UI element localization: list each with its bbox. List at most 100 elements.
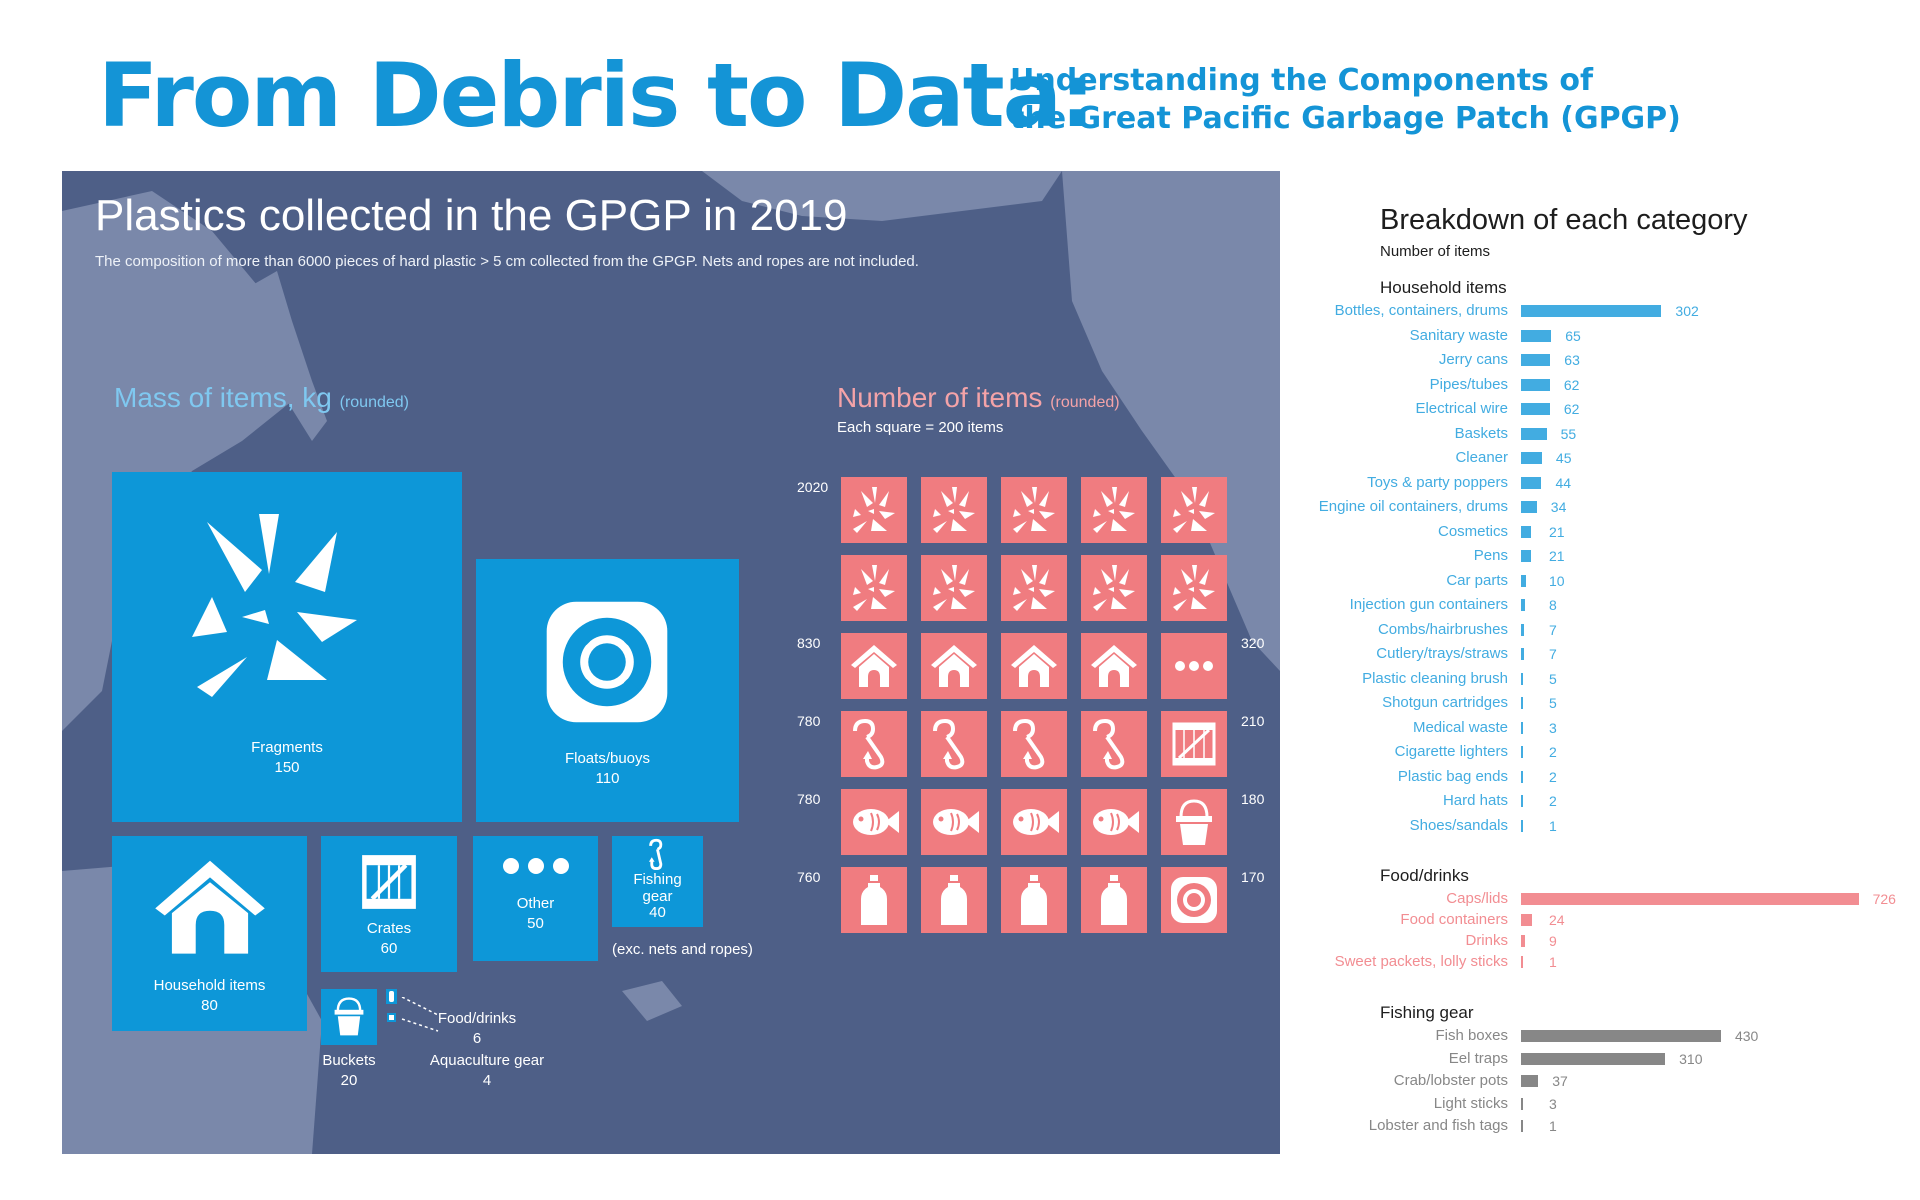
square-note: Each square = 200 items xyxy=(837,419,1004,436)
bar-label: Eel traps xyxy=(1448,1049,1508,1067)
mass-name-fishing: Fishing gear xyxy=(633,871,682,905)
bar-value-label: 726 xyxy=(1872,891,1896,907)
bar-label: Pens xyxy=(1473,547,1508,564)
mass-box-other: Other 50 xyxy=(473,836,598,961)
land-asia xyxy=(62,191,302,731)
mass-box-household: Household items 80 xyxy=(112,836,307,1031)
breakdown-subtitle: Number of items xyxy=(1380,243,1491,260)
bar-value-label: 5 xyxy=(1549,695,1557,711)
bar-value-label: 10 xyxy=(1549,572,1565,589)
bar xyxy=(1521,476,1542,489)
mass-label-household: Household items 80 xyxy=(112,976,307,1017)
bottle-icon xyxy=(1021,875,1047,925)
bar-value-label: 21 xyxy=(1549,523,1565,540)
bar-label: Engine oil containers, drums xyxy=(1318,498,1508,515)
mass-box-buckets xyxy=(321,989,377,1045)
mass-value-fragments: 150 xyxy=(274,759,300,777)
mass-box-aquaculture xyxy=(387,1013,396,1022)
bar xyxy=(1521,956,1523,968)
bar xyxy=(1521,935,1526,947)
mass-label-buckets: Buckets 20 xyxy=(319,1051,379,1092)
pictogram-square xyxy=(1161,789,1227,855)
bar-value-label: 45 xyxy=(1555,450,1572,466)
bar-label: Toys & party poppers xyxy=(1367,473,1508,491)
bar-value-label: 62 xyxy=(1563,376,1580,393)
fish-icon xyxy=(933,809,979,835)
bar xyxy=(1521,427,1547,440)
fish-icon xyxy=(1093,809,1139,835)
header: From Debris to Data: Understanding the C… xyxy=(0,0,1920,160)
mass-value-household: 80 xyxy=(201,997,218,1015)
bar xyxy=(1521,378,1550,391)
mass-value-food: 6 xyxy=(472,1030,482,1048)
bar-label: Hard hats xyxy=(1442,792,1508,809)
pictogram-square xyxy=(1001,633,1067,699)
bar-value-label: 2 xyxy=(1549,793,1557,809)
pictogram-row-left-label: 2020 xyxy=(797,479,829,495)
mass-box-fishing: Fishing gear 40 xyxy=(612,836,703,927)
bar xyxy=(1521,1052,1666,1065)
bar-label: Jerry cans xyxy=(1438,351,1508,368)
bar-value-label: 7 xyxy=(1549,646,1557,662)
pictogram-square xyxy=(1161,633,1227,699)
pictogram-square xyxy=(841,711,907,777)
bar-label: Sweet packets, lolly sticks xyxy=(1334,953,1508,970)
mass-value-buckets: 20 xyxy=(340,1072,358,1090)
bottle-icon xyxy=(861,875,887,925)
bar-label: Plastic cleaning brush xyxy=(1362,669,1508,687)
mass-box-crates: Crates 60 xyxy=(321,836,457,972)
bar-label: Injection gun containers xyxy=(1349,596,1508,613)
pictogram-row-left-label: 830 xyxy=(797,635,821,651)
bar-value-label: 8 xyxy=(1549,597,1557,613)
pictogram-square xyxy=(1081,555,1147,621)
breakdown-title: Breakdown of each category xyxy=(1380,204,1748,236)
mass-box-floats: Floats/buoys 110 xyxy=(476,559,739,822)
count-heading-note: (rounded) xyxy=(1050,394,1120,411)
pictogram-square xyxy=(921,711,987,777)
fragments-icon xyxy=(1173,487,1215,533)
mass-box-fragments: Fragments 150 xyxy=(112,472,462,822)
bar xyxy=(1521,550,1531,562)
bar-value-label: 3 xyxy=(1549,1095,1557,1112)
bar-label: Shoes/sandals xyxy=(1409,816,1508,834)
leader-lines xyxy=(401,997,439,1032)
mass-name-other: Other xyxy=(516,895,555,912)
pictogram-square xyxy=(921,555,987,621)
bar-label: Baskets xyxy=(1454,424,1508,442)
fragments-icon xyxy=(1093,487,1135,533)
aquaculture-icon xyxy=(389,1015,394,1020)
pictogram-square xyxy=(841,633,907,699)
map-panel: Plastics collected in the GPGP in 2019 T… xyxy=(62,171,1280,1154)
mass-name-food: Food/drinks xyxy=(437,1010,517,1027)
crate-icon xyxy=(1172,722,1216,766)
bar-label: Caps/lids xyxy=(1446,890,1508,907)
lifebuoy-icon xyxy=(546,601,668,723)
bar-value-label: 55 xyxy=(1560,425,1577,442)
house-icon xyxy=(851,645,897,687)
pictogram-row-left-label: 760 xyxy=(797,869,821,885)
pictogram-square xyxy=(841,555,907,621)
fragments-icon xyxy=(933,565,975,611)
bar-label: Cosmetics xyxy=(1437,522,1508,540)
bar xyxy=(1521,914,1533,926)
bar-value-label: 34 xyxy=(1550,499,1567,515)
pictogram-row-right-label: 180 xyxy=(1241,791,1265,807)
bar-label: Combs/hairbrushes xyxy=(1377,620,1508,638)
bar xyxy=(1521,770,1523,783)
pictogram-row-right-label: 320 xyxy=(1241,635,1265,651)
bar-label: Light sticks xyxy=(1433,1094,1508,1112)
pictogram-square xyxy=(1081,711,1147,777)
mass-heading-text: Mass of items, kg xyxy=(114,382,332,413)
bar-value-label: 310 xyxy=(1679,1050,1703,1067)
category-heading: Fishing gear xyxy=(1380,1003,1474,1022)
fishing-hook-icon xyxy=(1093,718,1125,770)
fishing-hook-icon xyxy=(933,718,965,770)
dots-icon xyxy=(1175,661,1213,671)
pictogram-square xyxy=(1081,633,1147,699)
fishing-hook-icon xyxy=(1013,718,1045,770)
pictogram-square xyxy=(1001,555,1067,621)
bar-value-label: 65 xyxy=(1565,327,1581,344)
pictogram-square xyxy=(1161,477,1227,543)
house-icon xyxy=(1011,645,1057,687)
fragments-icon xyxy=(1093,565,1135,611)
